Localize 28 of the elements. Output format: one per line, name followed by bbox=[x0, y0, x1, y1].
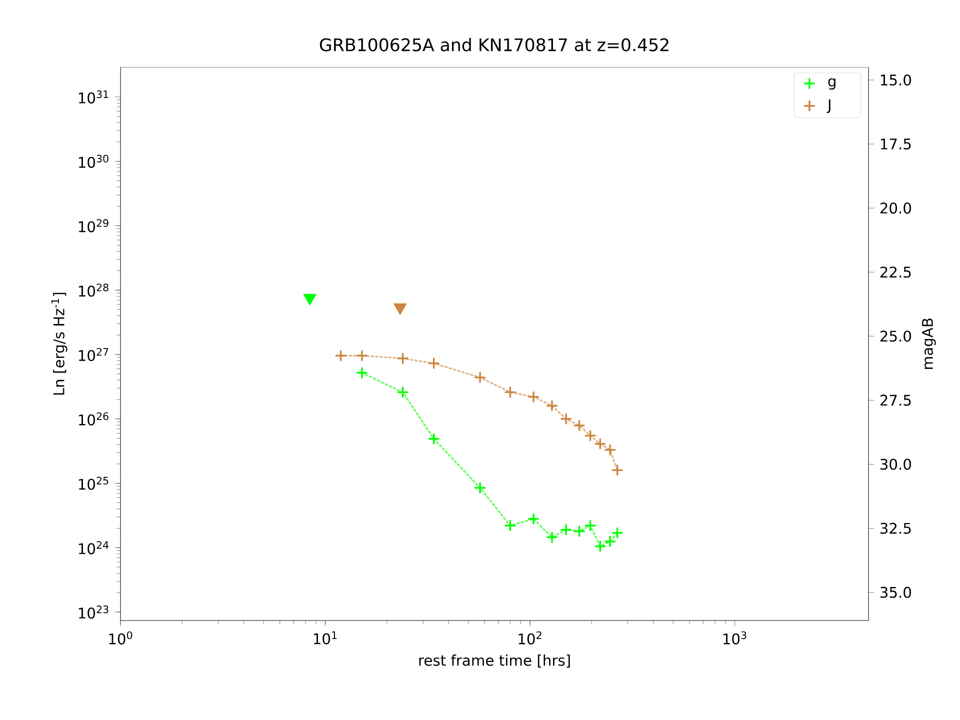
legend-label: g bbox=[828, 78, 836, 90]
y-tick-label: 10$^{28}$ bbox=[78, 284, 108, 297]
y-axis-title: Ln [erg/s Hz$^{-1}$] bbox=[51, 292, 68, 395]
y2-tick-label: 22.5 bbox=[880, 266, 911, 278]
y2-axis-title: magAB bbox=[922, 318, 936, 369]
y2-tick-label: 27.5 bbox=[880, 394, 911, 406]
y2-tick-label: 25.0 bbox=[880, 330, 912, 342]
y-tick-label: 10$^{31}$ bbox=[78, 90, 108, 104]
y2-tick-label: 15.0 bbox=[880, 74, 912, 86]
x-axis-title: rest frame time [hrs] bbox=[419, 654, 570, 668]
y2-tick-label: 32.5 bbox=[880, 522, 911, 534]
x-tick-label: 10$^{2}$ bbox=[518, 631, 542, 644]
y2-tick-label: 17.5 bbox=[880, 138, 911, 150]
x-tick-label: 10$^{0}$ bbox=[109, 631, 132, 644]
y-tick-label: 10$^{26}$ bbox=[78, 412, 108, 426]
y-tick-label: 10$^{23}$ bbox=[78, 606, 108, 619]
x-tick-label: 10$^{1}$ bbox=[314, 631, 337, 644]
y2-tick-label: 20.0 bbox=[880, 202, 912, 214]
y-tick-label: 10$^{27}$ bbox=[78, 348, 108, 362]
y-tick-label: 10$^{24}$ bbox=[78, 541, 108, 554]
chart-title: GRB100625A and KN170817 at z=0.452 bbox=[320, 38, 668, 52]
legend-label: J bbox=[826, 99, 830, 113]
x-tick-label: 10$^{3}$ bbox=[723, 631, 746, 644]
y2-tick-label: 30.0 bbox=[880, 458, 912, 470]
y2-tick-label: 35.0 bbox=[880, 586, 912, 598]
y-tick-label: 10$^{25}$ bbox=[78, 476, 108, 490]
y-tick-label: 10$^{30}$ bbox=[78, 154, 108, 168]
y-tick-label: 10$^{29}$ bbox=[78, 219, 108, 232]
